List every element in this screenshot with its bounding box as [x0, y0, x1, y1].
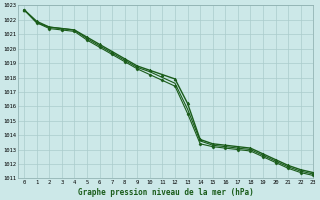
X-axis label: Graphe pression niveau de la mer (hPa): Graphe pression niveau de la mer (hPa) — [78, 188, 253, 197]
